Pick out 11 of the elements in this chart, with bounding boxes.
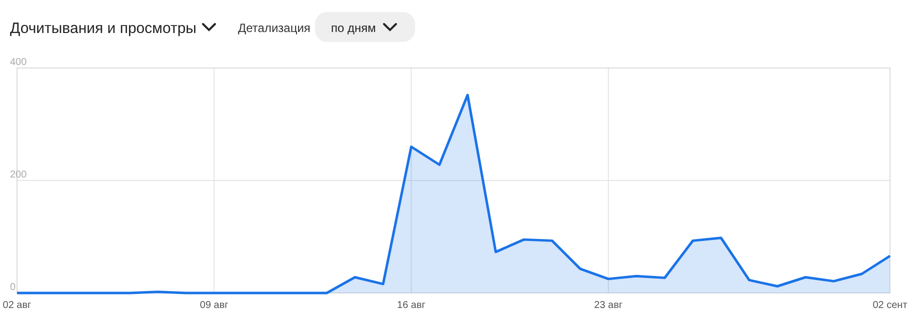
text: по дням xyxy=(331,21,376,35)
y-tick-label: 200 xyxy=(10,170,28,180)
x-tick-label: 23 авг xyxy=(594,300,623,311)
x-tick-label: 02 авг xyxy=(2,300,32,311)
y-tick-label: 0 xyxy=(10,282,16,293)
y-tick-label: 400 xyxy=(10,57,28,68)
x-tick-label: 16 авг xyxy=(397,300,426,311)
chart-title: Дочитывания и просмотры xyxy=(10,20,196,37)
x-tick-label: 09 авг xyxy=(200,300,229,311)
x-tick-label: 02 сент xyxy=(872,300,908,311)
text: Детализация xyxy=(238,21,310,35)
